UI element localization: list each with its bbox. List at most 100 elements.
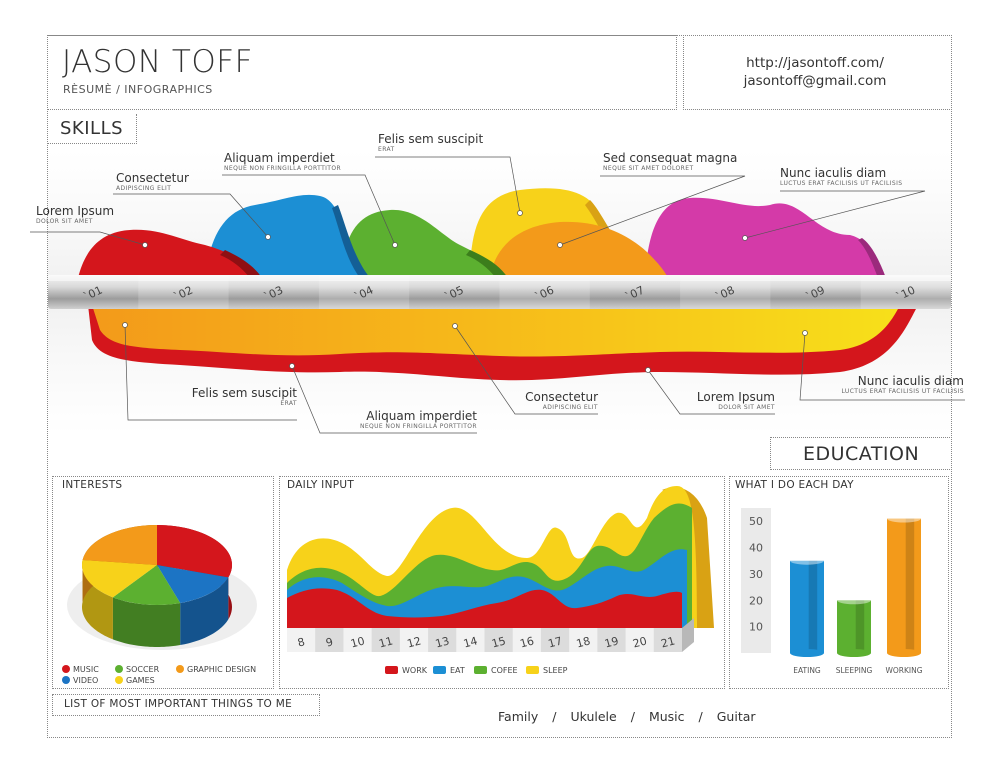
skills-education-chart: `01 `02 `03 `04 `05 `06 `07 `08 `09 `10 — [30, 150, 965, 435]
important-item-2: Music — [648, 709, 685, 724]
page-title: JASON TOFF — [62, 44, 253, 80]
legend-swatch — [176, 665, 184, 673]
bar-shade — [855, 600, 865, 653]
edu-callout-5: Nunc iaculis diam LUCTUS ERAT FACILISIS U… — [841, 374, 964, 395]
daily-tick-label: 8 — [296, 635, 306, 649]
important-things-list: Family / Ukulele / Music / Guitar — [498, 709, 756, 724]
daily-legend-0: WORK — [385, 666, 427, 675]
skills-tick-band — [860, 275, 951, 309]
legend-swatch — [474, 666, 487, 674]
pie-slice-side-games — [82, 559, 113, 640]
interests-pie-chart — [67, 525, 257, 650]
skills-marker-dots — [142, 210, 748, 248]
bar-top — [887, 514, 921, 523]
daily-wave-work — [287, 588, 682, 628]
daily-tick-band — [343, 628, 372, 652]
legend-swatch — [433, 666, 446, 674]
skills-tick-band — [138, 275, 229, 309]
daily-tick-label: 19 — [603, 634, 620, 650]
header-contact-box — [683, 35, 952, 110]
list-title: LIST OF MOST IMPORTANT THINGS TO ME — [64, 698, 293, 710]
bar-category-label: SLEEPING — [836, 666, 873, 675]
skills-tick-band — [680, 275, 771, 309]
daily-tick-band — [399, 628, 429, 652]
list-label-box — [52, 694, 320, 716]
legend-swatch — [62, 665, 70, 673]
skills-axis-ticks: `01 `02 `03 `04 `05 `06 `07 `08 `09 `10 — [81, 275, 951, 309]
daily-tick-label: 16 — [519, 634, 536, 650]
daily-tick-label: 13 — [434, 634, 451, 650]
daily-tick-band — [569, 628, 598, 652]
daily-tick-band — [287, 628, 316, 652]
education-label-box — [770, 437, 952, 470]
skills-waves — [78, 188, 886, 278]
interests-legend-2: GRAPHIC DESIGN — [176, 665, 256, 674]
skills-leader-lines — [30, 156, 926, 246]
daily-legend-3: SLEEP — [526, 666, 567, 675]
daily-tick-band — [456, 628, 485, 652]
legend-swatch — [62, 676, 70, 684]
daily-tick-label: 18 — [575, 634, 592, 650]
education-title: EDUCATION — [803, 443, 920, 465]
daily-tick-label: 11 — [377, 634, 394, 650]
daily-tick-label: 20 — [631, 634, 648, 650]
interests-title: INTERESTS — [62, 479, 123, 491]
skills-axis-bar — [48, 275, 951, 309]
legend-swatch — [385, 666, 398, 674]
daily-tick-label: 21 — [660, 634, 677, 650]
daily-input-box — [279, 476, 725, 689]
pie-slice-games — [82, 559, 157, 598]
skill-wave-magenta — [645, 197, 885, 278]
interests-legend-3: VIDEO — [62, 676, 98, 685]
skill-callout-3: Aliquam imperdiet NEQUE NON FRINGILLA POR… — [224, 151, 342, 172]
edu-callout-2: Aliquam imperdiet NEQUE NON FRINGILLA POR… — [359, 409, 477, 430]
bar-ytick-label: 20 — [749, 594, 763, 607]
daily-tick-label: 12 — [406, 634, 423, 650]
skill-wave-red — [78, 229, 260, 278]
contact-email[interactable]: jasontoff@gmail.com — [743, 73, 887, 89]
bar-shade — [808, 560, 818, 653]
bar-category-label: WORKING — [885, 666, 922, 675]
edu-wave-orange — [92, 305, 900, 357]
skills-tick-band — [499, 275, 590, 309]
bar-base — [887, 649, 921, 657]
education-waves — [88, 305, 918, 381]
skill-wave-blue — [205, 194, 368, 278]
daily-tick-label: 17 — [547, 634, 564, 650]
daily-tick-label: 9 — [324, 635, 334, 649]
bar-marks: EATING SLEEPING WORKING — [790, 514, 923, 675]
skill-wave-green-side — [466, 250, 508, 278]
daily-axis-ticks: 8 9 10 11 12 13 14 15 16 17 18 19 20 21 — [287, 618, 694, 652]
pie-slice-side-soccer — [112, 597, 181, 647]
education-marker-dots — [122, 322, 808, 373]
interests-legend-1: SOCCER — [115, 665, 159, 674]
bar-ytick-label: 50 — [749, 515, 763, 528]
skill-wave-blue-side — [332, 205, 370, 278]
contact-url[interactable]: http://jasontoff.com/ — [746, 55, 884, 71]
what-i-do-title: WHAT I DO EACH DAY — [735, 479, 854, 491]
bar-top — [837, 596, 871, 605]
edu-callout-1: Felis sem suscipit ERAT — [191, 386, 297, 407]
skill-callout-4: Felis sem suscipit ERAT — [378, 132, 484, 153]
legend-swatch — [115, 665, 123, 673]
pie-slice-video — [157, 565, 229, 604]
bar-ytick-label: 40 — [749, 542, 763, 555]
what-i-do-box — [729, 476, 949, 689]
daily-input-chart: 8 9 10 11 12 13 14 15 16 17 18 19 20 21 — [287, 486, 714, 652]
daily-axis-bar-end — [682, 618, 694, 652]
bar-shade — [905, 518, 915, 653]
bar-axis-ticks: 10 20 30 40 50 — [749, 515, 763, 633]
education-leader-lines — [124, 324, 965, 434]
bar-base — [790, 649, 824, 657]
bar-base — [837, 649, 871, 657]
header-name-box — [47, 35, 677, 110]
skill-callout-1: Lorem Ipsum DOLOR SIT AMET — [36, 204, 115, 225]
page-subtitle: RÈSUMÈ / INFOGRAPHICS — [63, 83, 213, 96]
skill-wave-magenta-side — [858, 238, 886, 278]
bar-ytick-label: 10 — [749, 621, 763, 634]
daily-tick-label: 15 — [490, 634, 507, 650]
interests-legend-0: MUSIC — [62, 665, 99, 674]
daily-tick-band — [512, 628, 541, 652]
daily-tick-label: 10 — [349, 634, 366, 650]
daily-tick-label: 14 — [462, 634, 479, 650]
